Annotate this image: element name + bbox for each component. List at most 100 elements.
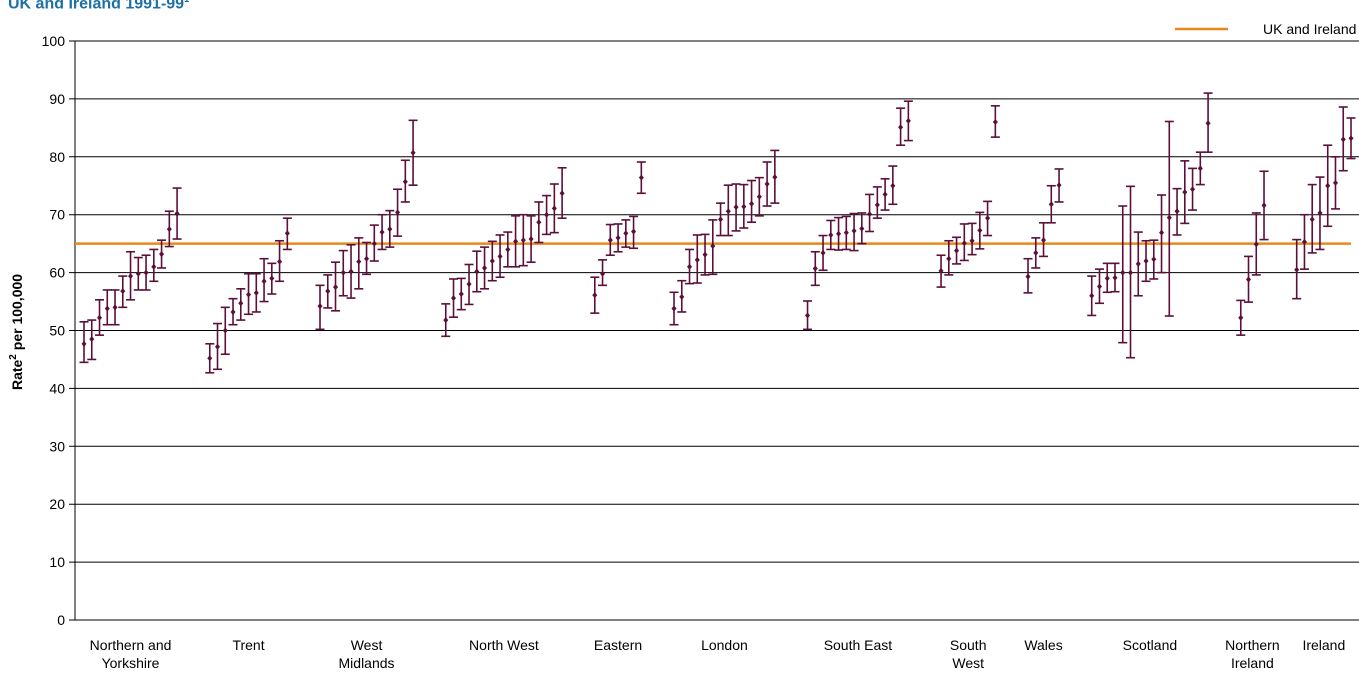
- data-point-2-8: [377, 213, 387, 251]
- legend: UK and Ireland: [1175, 21, 1356, 37]
- data-point-1-8: [267, 262, 277, 295]
- point-marker: [836, 230, 842, 237]
- data-point-3-10: [518, 213, 528, 267]
- data-point-7-0: [936, 254, 946, 288]
- data-point-11-3: [1315, 176, 1325, 251]
- point-marker: [1348, 135, 1354, 142]
- point-marker: [222, 327, 228, 334]
- data-point-3-9: [511, 215, 521, 268]
- data-point-3-4: [472, 250, 482, 293]
- data-point-4-0: [590, 276, 600, 314]
- data-point-6-7: [857, 212, 867, 245]
- region-label-10-1: Ireland: [1231, 655, 1274, 671]
- point-marker: [874, 201, 880, 208]
- y-axis-title-suffix: per 100,000: [9, 274, 25, 354]
- data-point-3-6: [487, 240, 497, 282]
- point-marker: [1033, 249, 1039, 256]
- data-point-9-10: [1164, 120, 1174, 317]
- data-point-2-12: [408, 119, 418, 186]
- data-point-6-2: [818, 234, 828, 272]
- point-marker: [820, 249, 826, 256]
- data-point-2-5: [354, 237, 364, 290]
- point-marker: [694, 256, 700, 263]
- chart-title-text: UK and Ireland 1991-99: [8, 0, 185, 13]
- point-marker: [1317, 209, 1323, 216]
- point-marker: [1096, 283, 1102, 290]
- data-point-11-2: [1307, 183, 1317, 254]
- data-point-9-9: [1157, 194, 1167, 274]
- data-point-3-8: [503, 231, 513, 268]
- y-tick-label-60: 60: [49, 265, 65, 281]
- data-point-5-1: [677, 279, 687, 313]
- data-point-5-2: [685, 248, 695, 285]
- point-marker: [104, 305, 110, 312]
- data-point-4-1: [598, 259, 608, 287]
- region-label-5-0: London: [701, 637, 748, 653]
- point-marker: [559, 190, 565, 197]
- data-point-6-4: [834, 216, 844, 251]
- point-marker: [1332, 179, 1338, 186]
- y-tick-label-20: 20: [49, 496, 65, 512]
- region-label-0-0: Northern and: [90, 637, 172, 653]
- data-point-3-14: [549, 183, 559, 234]
- point-marker: [551, 205, 557, 212]
- region-label-11-0: Ireland: [1302, 637, 1345, 653]
- y-axis-title: Rate2 per 100,000: [8, 274, 25, 390]
- point-marker: [395, 209, 401, 216]
- region-label-2-0: West: [351, 637, 383, 653]
- data-point-6-3: [826, 219, 836, 251]
- point-marker: [1340, 136, 1346, 143]
- point-marker: [1056, 182, 1062, 189]
- y-tick-label-50: 50: [49, 323, 65, 339]
- point-marker: [890, 182, 896, 189]
- point-marker: [631, 228, 637, 235]
- point-marker: [356, 258, 362, 265]
- point-marker: [513, 238, 519, 245]
- point-marker: [828, 231, 834, 238]
- data-point-9-4: [1118, 205, 1128, 344]
- point-marker: [379, 229, 385, 236]
- y-tick-label-40: 40: [49, 380, 65, 396]
- data-point-8-4: [1054, 168, 1064, 203]
- data-point-4-2: [605, 223, 615, 257]
- point-marker: [505, 246, 511, 253]
- data-point-0-3: [102, 289, 112, 326]
- data-point-5-4: [700, 233, 710, 276]
- data-point-1-6: [251, 272, 261, 313]
- data-point-2-10: [393, 188, 403, 237]
- data-point-0-0: [79, 321, 89, 364]
- region-group-0: [79, 187, 182, 364]
- data-point-11-1: [1299, 213, 1309, 270]
- chart-title: UK and Ireland 1991-991: [8, 0, 189, 13]
- point-marker: [867, 211, 873, 218]
- point-marker: [600, 270, 606, 277]
- point-marker: [1089, 292, 1095, 299]
- data-point-5-8: [731, 183, 741, 232]
- data-point-5-3: [692, 234, 702, 284]
- point-marker: [120, 288, 126, 295]
- region-group-9: [1087, 92, 1213, 359]
- point-marker: [364, 255, 370, 262]
- point-marker: [741, 203, 747, 210]
- point-marker: [97, 314, 103, 321]
- point-marker: [1048, 201, 1054, 208]
- y-tick-label-0: 0: [57, 612, 65, 628]
- data-point-0-5: [118, 275, 128, 309]
- point-marker: [615, 234, 621, 241]
- point-marker: [348, 268, 354, 275]
- point-marker: [143, 269, 149, 276]
- data-point-9-5: [1126, 185, 1136, 359]
- gridlines: [69, 40, 1359, 621]
- point-marker: [253, 289, 259, 296]
- point-marker: [230, 308, 236, 315]
- point-marker: [536, 219, 542, 226]
- data-point-9-12: [1180, 160, 1190, 225]
- point-marker: [128, 273, 134, 280]
- point-marker: [1135, 260, 1141, 267]
- data-point-10-0: [1236, 299, 1246, 336]
- point-marker: [277, 258, 283, 265]
- region-group-7: [936, 105, 1000, 288]
- region-group-6: [803, 100, 913, 331]
- point-marker: [1190, 186, 1196, 193]
